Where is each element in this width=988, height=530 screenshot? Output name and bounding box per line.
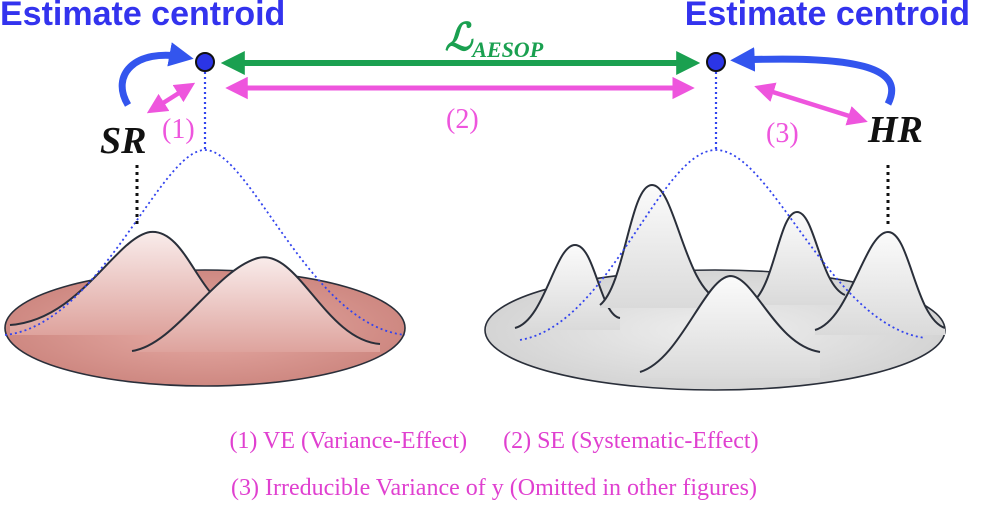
sr-to-centroid-arrow bbox=[118, 42, 194, 107]
legend-item-ve: (1) VE (Variance-Effect) bbox=[229, 428, 468, 454]
right-peak-1-fill bbox=[515, 245, 620, 330]
right-peak-5 bbox=[639, 274, 821, 373]
right-peak-4 bbox=[814, 230, 946, 331]
left-centroid-point bbox=[195, 52, 215, 72]
hr-label: HR bbox=[867, 109, 923, 151]
right-peak-2 bbox=[599, 183, 721, 306]
right-centroid-point bbox=[706, 52, 726, 72]
legend-item-se: (2) SE (Systematic-Effect) bbox=[503, 428, 759, 454]
right-peak-3-fill bbox=[755, 212, 845, 305]
left-peak-2 bbox=[131, 256, 381, 352]
legend-row-2: (3) Irreducible Variance of y (Omitted i… bbox=[0, 473, 988, 503]
left-estimate-curve bbox=[4, 149, 406, 336]
right-peak-3 bbox=[754, 210, 846, 301]
left-centroid-title: Estimate centroid bbox=[0, 0, 286, 33]
arrow-label-2: (2) bbox=[446, 104, 479, 135]
legend-row-1: (1) VE (Variance-Effect) (2) SE (Systema… bbox=[0, 426, 988, 456]
ve-arrow bbox=[146, 82, 196, 114]
left-distribution bbox=[4, 52, 406, 387]
right-estimate-curve bbox=[519, 149, 926, 341]
arrow-label-3: (3) bbox=[766, 118, 799, 149]
legend-item-irreducible: (3) Irreducible Variance of y (Omitted i… bbox=[230, 475, 758, 501]
left-peak-1-fill bbox=[10, 231, 228, 335]
hr-to-centroid-arrow bbox=[730, 47, 896, 106]
right-centroid-title: Estimate centroid bbox=[684, 0, 970, 33]
irreducible-arrow bbox=[754, 82, 868, 126]
left-peak-2-fill bbox=[132, 257, 380, 352]
loss-label: ℒAESOP bbox=[445, 17, 544, 62]
sr-label: SR bbox=[100, 120, 146, 162]
right-distribution bbox=[484, 52, 946, 391]
left-peak-1 bbox=[9, 230, 229, 326]
right-peak-4-fill bbox=[815, 232, 945, 335]
arrow-label-1: (1) bbox=[162, 114, 195, 145]
right-peak-2-fill bbox=[600, 185, 720, 308]
right-peak-5-fill bbox=[640, 276, 820, 378]
